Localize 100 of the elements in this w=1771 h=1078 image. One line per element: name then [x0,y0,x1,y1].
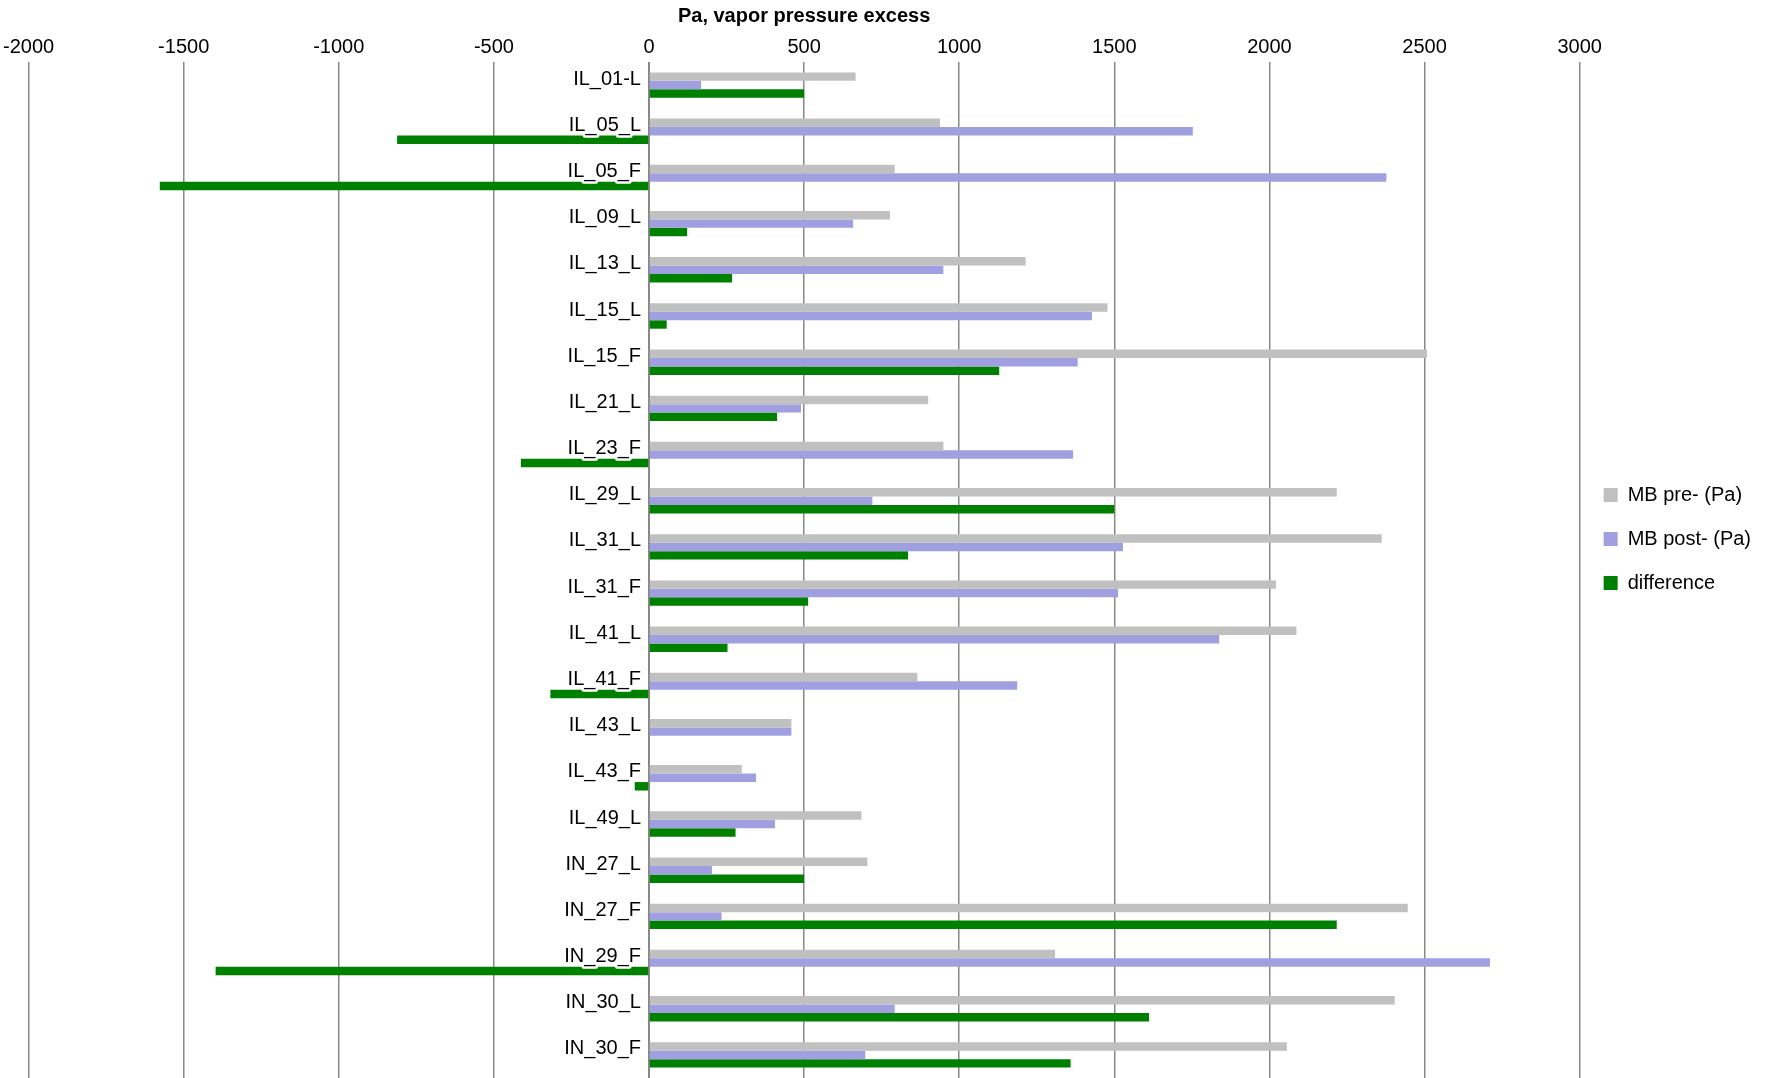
y-tick-label: IL_29_L [568,482,641,506]
y-tick-label: IN_30_F [564,1036,641,1060]
x-tick-label: -1000 [313,34,365,57]
bar [649,681,1018,690]
bar [649,718,792,728]
bar [649,672,918,682]
legend-label: MB post- (Pa) [1627,526,1751,549]
bar [649,874,805,883]
bar [159,181,649,191]
y-tick-label: IN_27_F [564,897,641,921]
bar [649,210,891,220]
bar [649,958,1490,967]
bar [649,588,1119,598]
bar [649,996,1395,1005]
bar [649,404,802,413]
y-tick-label: IN_27_L [565,851,641,875]
x-tick-label: 1500 [1092,34,1137,57]
x-tick-label: -1500 [158,34,210,57]
bar [649,580,1276,589]
bar [649,227,688,237]
bar [649,349,1428,358]
y-tick-label: IL_05_F [567,158,641,182]
bar [649,819,775,829]
bar [649,89,805,98]
bar [634,782,649,791]
y-tick-label: IL_21_L [568,389,641,413]
bar [649,903,1408,913]
y-tick-label: IN_30_L [565,990,641,1014]
y-tick-label: IL_43_L [568,713,641,737]
y-tick-label: IL_01-L [573,66,641,90]
bar [649,274,733,283]
bar [649,496,873,505]
y-tick-label: IL_05_L [568,112,641,136]
bar [649,1050,866,1060]
y-tick-label: IL_13_L [568,251,641,275]
bar [649,1059,1071,1068]
y-tick-label: IL_09_L [568,205,641,229]
y-tick-label: IN_29_F [564,944,641,968]
legend-label: difference [1627,570,1716,593]
bar [649,450,1074,459]
bar [649,320,667,329]
bar [649,164,895,174]
bar [649,551,909,560]
x-tick-label: -2000 [3,34,55,57]
x-tick-label: 0 [643,34,655,57]
legend-label: MB pre- (Pa) [1627,482,1743,505]
bar [649,828,736,837]
bar [649,1004,895,1013]
bar [649,80,702,90]
x-axis-title: Pa, vapor pressure excess [677,3,931,26]
x-tick-label: 2000 [1247,34,1292,57]
bar [649,765,742,774]
y-tick-label: IL_49_L [568,805,641,829]
bar [649,488,1337,497]
x-tick-label: -500 [473,34,514,57]
bar [649,811,862,820]
bar [649,949,1056,959]
bar [649,127,1193,136]
bar [649,542,1124,552]
y-tick-label: IL_31_L [568,528,641,552]
x-tick-label: 1000 [936,34,982,57]
bar [649,773,757,783]
bar [397,135,649,144]
y-tick-label: IL_15_L [568,297,641,321]
bar [649,857,868,866]
bar [649,1042,1287,1051]
bar [649,72,856,81]
bar [649,173,1387,182]
bar [649,597,809,606]
bar [649,118,940,128]
bar [215,966,649,976]
bar [649,366,1000,375]
bar [649,865,712,875]
bar [649,727,792,736]
bar [649,412,778,422]
bar [649,912,722,921]
bar [649,303,1108,312]
bar [649,534,1382,543]
y-tick-label: IL_31_F [567,574,641,598]
x-tick-label: 500 [787,34,821,57]
bar [649,357,1078,367]
y-tick-label: IL_43_F [567,759,641,783]
bar [649,219,854,228]
bar [649,626,1297,636]
bar [649,265,944,275]
bar [649,643,728,652]
x-tick-label: 3000 [1557,34,1602,57]
bar [649,395,929,405]
y-tick-label: IL_41_F [567,666,641,690]
bar [649,920,1337,930]
bar [649,1012,1150,1022]
bar [649,311,1092,321]
bar [649,441,944,451]
bar [649,257,1026,266]
bar [649,635,1220,644]
x-tick-label: 2500 [1402,34,1447,57]
y-tick-label: IL_41_L [568,620,641,644]
y-tick-label: IL_15_F [567,343,641,367]
bar [649,504,1115,514]
y-tick-label: IL_23_F [567,436,641,460]
